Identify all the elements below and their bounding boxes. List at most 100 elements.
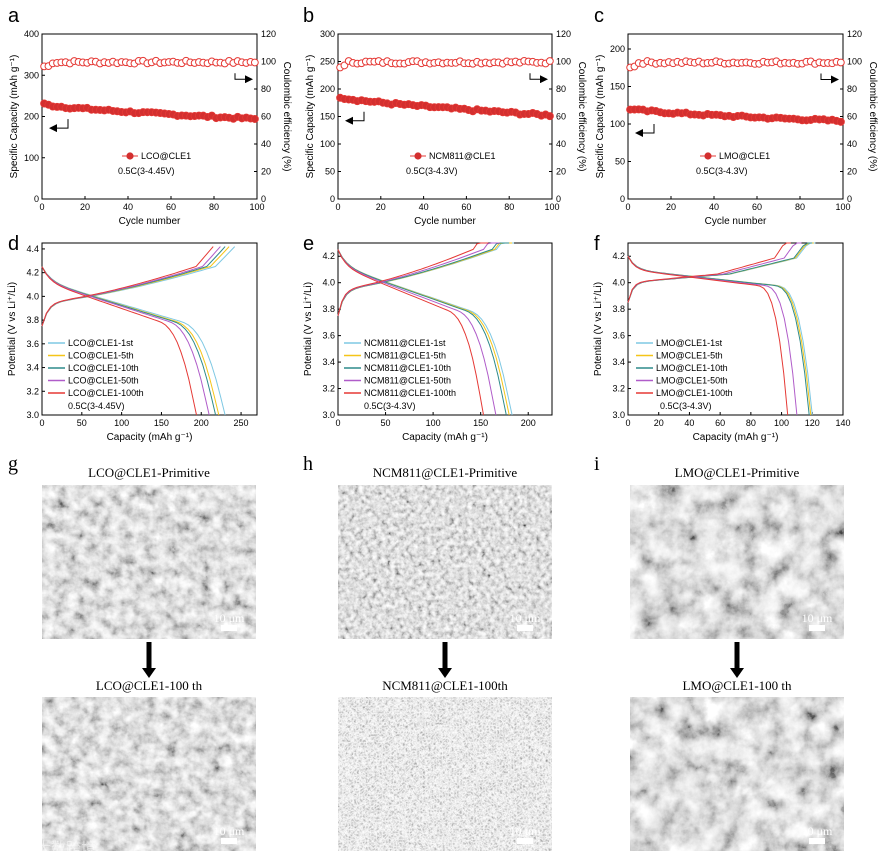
- e-ytick-label: 3.2: [322, 384, 335, 394]
- g-scalebar-top: [221, 625, 237, 631]
- c-xtick-label: 60: [752, 202, 762, 212]
- g-scalebar-bottom: [221, 838, 237, 844]
- a-y2tick-label: 40: [261, 139, 271, 149]
- a-xtick-label: 0: [39, 202, 44, 212]
- c-xtick-label: 80: [795, 202, 805, 212]
- d-ytick-label: 3.2: [26, 386, 39, 396]
- e-ylabel: Potential (V vs Li⁺/Li): [303, 282, 314, 376]
- h-scalebar-bottom: [517, 838, 533, 844]
- f-xlabel: Capacity (mAh g⁻¹): [693, 432, 779, 443]
- g-title-bottom: LCO@CLE1-100 th: [96, 678, 203, 693]
- a-ytick-label: 100: [24, 153, 39, 163]
- b-arrow-right: [529, 73, 548, 84]
- d-xtick-label: 100: [114, 418, 129, 428]
- a-y2tick-label: 80: [261, 84, 271, 94]
- f-legend-label: LMO@CLE1-5th: [656, 351, 723, 361]
- a-xtick-label: 100: [249, 202, 264, 212]
- b-efficiency-point: [545, 57, 554, 65]
- h-title-bottom: NCM811@CLE1-100th: [382, 678, 508, 693]
- f-ytick-label: 4.0: [612, 278, 625, 288]
- e-xtick-label: 50: [381, 418, 391, 428]
- b-xtick-label: 0: [335, 202, 340, 212]
- f-legend-label: LMO@CLE1-100th: [656, 388, 733, 398]
- f-legend-label: LMO@CLE1-50th: [656, 376, 728, 386]
- d-xtick-label: 200: [194, 418, 209, 428]
- b-xtick-label: 40: [419, 202, 429, 212]
- e-xtick-label: 0: [335, 418, 340, 428]
- a-ytick-label: 400: [24, 29, 39, 39]
- a-ylabel: Specific Capacity (mAh g⁻¹): [9, 55, 20, 179]
- e-ytick-label: 4.0: [322, 278, 335, 288]
- a-xlabel: Cycle number: [119, 216, 181, 227]
- d-discharge-curve: [41, 266, 197, 416]
- h-title-top: NCM811@CLE1-Primitive: [373, 465, 518, 480]
- d-legend-label: LCO@CLE1-5th: [68, 351, 134, 361]
- chart-f: f 0 20 40 60 80 100 120 140 3.0 3.2 3.4 3.6 3.8 4.0 4.2…: [593, 233, 851, 443]
- h-sem-image-top: [338, 485, 552, 639]
- e-condition: 0.5C(3-4.3V): [364, 401, 416, 411]
- c-y2tick-label: 120: [847, 29, 862, 39]
- b-xlabel: Cycle number: [414, 216, 476, 227]
- e-ytick-label: 3.4: [322, 357, 335, 367]
- f-ytick-label: 3.2: [612, 384, 625, 394]
- c-capacity-point: [836, 117, 845, 126]
- c-xtick-label: 40: [709, 202, 719, 212]
- d-ytick-label: 3.6: [26, 339, 39, 349]
- a-xtick-label: 40: [123, 202, 133, 212]
- b-y2tick-label: 100: [556, 57, 571, 67]
- b-arrow-left: [345, 111, 365, 125]
- g-scale-bottom: 10 μm: [214, 824, 245, 838]
- a-xtick-label: 20: [80, 202, 90, 212]
- h-sem-image-bottom: [338, 697, 552, 851]
- c-y2tick-label: 60: [847, 112, 857, 122]
- i-scale-top: 10 μm: [802, 611, 833, 625]
- e-legend-label: NCM811@CLE1-50th: [364, 376, 451, 386]
- e-discharge-curve: [337, 249, 497, 416]
- f-ytick-label: 3.8: [612, 304, 625, 314]
- d-discharge-curve: [41, 266, 210, 416]
- g-sem-image-bottom: [42, 697, 256, 851]
- b-legend-label: NCM811@CLE1: [429, 151, 496, 161]
- c-legend-label: LMO@CLE1: [719, 151, 770, 161]
- e-charge-curve: [337, 242, 514, 316]
- b-ylabel: Specific Capacity (mAh g⁻¹): [305, 55, 316, 179]
- i-sem-image-top: [630, 485, 844, 639]
- d-xtick-label: 250: [234, 418, 249, 428]
- a-efficiency-point: [250, 58, 259, 67]
- i-sem-image-bottom: [630, 697, 844, 851]
- panel-label-c: c: [594, 5, 604, 27]
- panel-label-h: h: [303, 453, 313, 475]
- sem-g: g LCO@CLE1-Primitive 10 μm LCO@CLE1-100 th 1…: [8, 453, 256, 851]
- a-xtick-label: 80: [209, 202, 219, 212]
- f-xtick-label: 60: [715, 418, 725, 428]
- b-ytick-label: 100: [320, 139, 335, 149]
- e-discharge-curve: [337, 249, 507, 416]
- d-condition: 0.5C(3-4.45V): [68, 401, 125, 411]
- i-scale-bottom: 10 μm: [802, 824, 833, 838]
- c-y2tick-label: 0: [847, 194, 852, 204]
- d-xtick-label: 50: [77, 418, 87, 428]
- sem-i: i LMO@CLE1-Primitive 10 μm LMO@CLE1-100 th 1…: [594, 453, 844, 851]
- panel-label-a: a: [8, 5, 20, 27]
- a-legend-label: LCO@CLE1: [141, 151, 191, 161]
- b-ytick-label: 150: [320, 112, 335, 122]
- f-legend-label: LMO@CLE1-1st: [656, 338, 723, 348]
- c-arrow-right: [820, 73, 839, 84]
- i-scalebar-top: [809, 625, 825, 631]
- b-xtick-label: 20: [376, 202, 386, 212]
- panel-label-g: g: [8, 453, 18, 475]
- a-y2tick-label: 0: [261, 194, 266, 204]
- b-y2label: Coulombic efficiency (%): [576, 62, 587, 172]
- chart-c: c0 20 40 60 80 100050100150200020406080100120…: [594, 5, 878, 227]
- c-ytick-label: 150: [610, 82, 625, 92]
- g-title-top: LCO@CLE1-Primitive: [88, 465, 210, 480]
- a-y2label: Coulombic efficiency (%): [281, 62, 292, 172]
- a-capacity-point: [250, 114, 259, 123]
- e-xtick-label: 100: [426, 418, 441, 428]
- b-y2tick-label: 60: [556, 112, 566, 122]
- f-xtick-label: 140: [835, 418, 850, 428]
- b-y2tick-label: 0: [556, 194, 561, 204]
- c-y2label: Coulombic efficiency (%): [867, 62, 878, 172]
- a-legend-marker: [126, 152, 134, 160]
